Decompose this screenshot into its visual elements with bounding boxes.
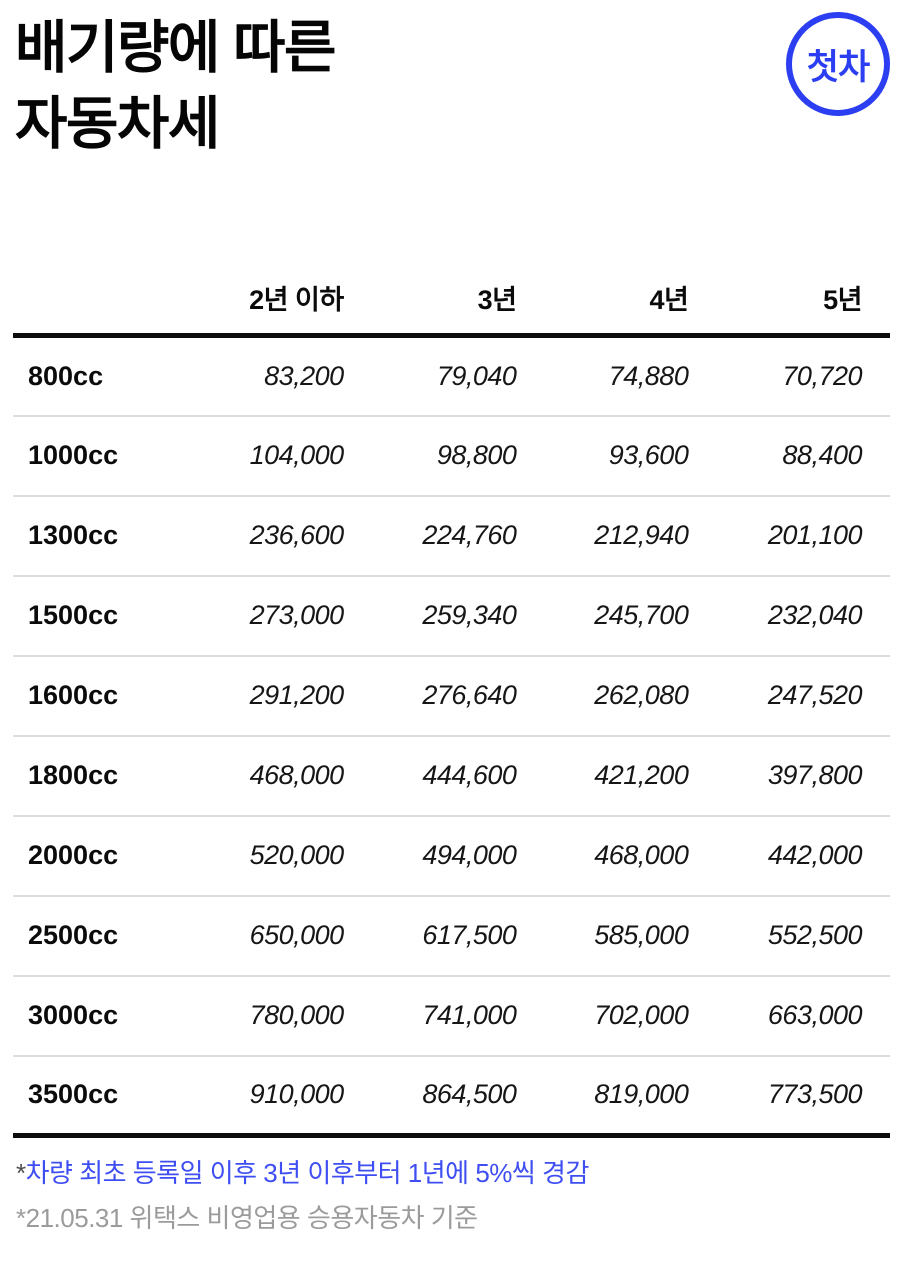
tax-value-cell: 93,600 — [544, 414, 717, 496]
tax-value-cell: 910,000 — [198, 1054, 372, 1138]
table-row: 1300cc 236,600 224,760 212,940 201,100 — [13, 494, 890, 576]
table-row: 1800cc 468,000 444,600 421,200 397,800 — [13, 734, 890, 816]
tax-value-cell: 224,760 — [371, 494, 545, 576]
tax-value-cell: 773,500 — [716, 1054, 890, 1138]
row-label: 1500cc — [13, 574, 199, 656]
footnotes: *차량 최초 등록일 이후 3년 이후부터 1년에 5%씩 경감 *21.05.… — [13, 1158, 890, 1233]
footnote-marker: * — [16, 1158, 26, 1188]
tax-table-header-row: 2년 이하 3년 4년 5년 — [13, 257, 890, 338]
tax-value-cell: 236,600 — [198, 494, 372, 576]
tax-value-cell: 819,000 — [544, 1054, 717, 1138]
tax-value-cell: 780,000 — [198, 974, 372, 1056]
tax-value-cell: 70,720 — [782, 360, 862, 391]
row-label: 1600cc — [13, 654, 199, 736]
tax-value-cell: 232,040 — [716, 574, 890, 656]
tax-value-cell: 741,000 — [371, 974, 545, 1056]
tax-table-body: 800cc 83,200 79,040 74,880 70,720 1000cc 104,0… — [13, 336, 890, 1138]
table-row: 1600cc 291,200 276,640 262,080 247,520 — [13, 654, 890, 736]
tax-value-cell: 259,340 — [371, 574, 545, 656]
tax-value-cell: 421,200 — [544, 734, 717, 816]
tax-value-cell: 444,600 — [371, 734, 545, 816]
table-row: 1500cc 273,000 259,340 245,700 232,040 — [13, 574, 890, 656]
table-row: 3500cc 910,000 864,500 819,000 773,500 — [13, 1054, 890, 1138]
column-header-empty — [13, 257, 199, 338]
table-row: 2000cc 520,000 494,000 468,000 442,000 — [13, 814, 890, 896]
row-label: 800cc — [28, 360, 104, 391]
tax-value-cell: 468,000 — [544, 814, 717, 896]
tax-value-cell: 397,800 — [716, 734, 890, 816]
tax-value-cell: 104,000 — [198, 414, 372, 496]
tax-value-cell: 83,200 — [264, 360, 344, 391]
row-label: 3500cc — [13, 1054, 199, 1138]
row-label: 3000cc — [13, 974, 199, 1056]
footnote-reduction-rule: *차량 최초 등록일 이후 3년 이후부터 1년에 5%씩 경감 — [16, 1158, 890, 1188]
row-label: 2000cc — [13, 814, 199, 896]
tax-value-cell: 520,000 — [198, 814, 372, 896]
tax-value-cell: 864,500 — [371, 1054, 545, 1138]
tax-value-cell: 201,100 — [716, 494, 890, 576]
row-label: 2500cc — [13, 894, 199, 976]
page-title: 배기량에 따른 자동차세 — [15, 16, 336, 156]
tax-value-cell: 617,500 — [371, 894, 545, 976]
footnote-source: *21.05.31 위택스 비영업용 승용자동차 기준 — [16, 1203, 890, 1233]
tax-value-cell: 74,880 — [608, 360, 689, 391]
header: 배기량에 따른 자동차세 첫차 — [13, 10, 890, 162]
tax-value-cell: 650,000 — [198, 894, 372, 976]
row-label: 1800cc — [13, 734, 199, 816]
row-label: 1300cc — [13, 494, 199, 576]
brand-badge: 첫차 — [786, 12, 890, 116]
column-header-4: 5년 — [716, 257, 890, 338]
brand-badge-label: 첫차 — [806, 47, 870, 87]
table-row: 800cc 83,200 79,040 74,880 70,720 — [13, 336, 890, 416]
row-label: 1000cc — [13, 414, 199, 496]
tax-value-cell: 273,000 — [198, 574, 372, 656]
footnote-marker: * — [16, 1203, 26, 1233]
tax-value-cell: 245,700 — [544, 574, 717, 656]
footnote-text: 21.05.31 위택스 비영업용 승용자동차 기준 — [25, 1203, 478, 1233]
tax-value-cell: 468,000 — [198, 734, 372, 816]
tax-value-cell: 212,940 — [544, 494, 717, 576]
tax-value-cell: 79,040 — [436, 360, 517, 391]
table-row: 3000cc 780,000 741,000 702,000 663,000 — [13, 974, 890, 1056]
tax-table-head: 2년 이하 3년 4년 5년 — [13, 257, 890, 338]
column-header-2: 3년 — [371, 257, 545, 338]
table-row: 2500cc 650,000 617,500 585,000 552,500 — [13, 894, 890, 976]
tax-value-cell: 247,520 — [716, 654, 890, 736]
tax-value-cell: 552,500 — [716, 894, 890, 976]
tax-table: 2년 이하 3년 4년 5년 800cc 83,200 79,040 74,880 70,72… — [13, 257, 890, 1138]
tax-value-cell: 291,200 — [198, 654, 372, 736]
table-row: 1000cc 104,000 98,800 93,600 88,400 — [13, 414, 890, 496]
tax-value-cell: 663,000 — [716, 974, 890, 1056]
tax-value-cell: 88,400 — [716, 414, 890, 496]
footnote-text: 차량 최초 등록일 이후 3년 이후부터 1년에 5%씩 경감 — [25, 1158, 590, 1188]
column-header-1: 2년 이하 — [198, 257, 372, 338]
tax-value-cell: 494,000 — [371, 814, 545, 896]
tax-value-cell: 702,000 — [544, 974, 717, 1056]
tax-value-cell: 262,080 — [544, 654, 717, 736]
column-header-3: 4년 — [544, 257, 717, 338]
tax-value-cell: 442,000 — [716, 814, 890, 896]
tax-value-cell: 276,640 — [371, 654, 545, 736]
tax-value-cell: 585,000 — [544, 894, 717, 976]
tax-value-cell: 98,800 — [371, 414, 545, 496]
